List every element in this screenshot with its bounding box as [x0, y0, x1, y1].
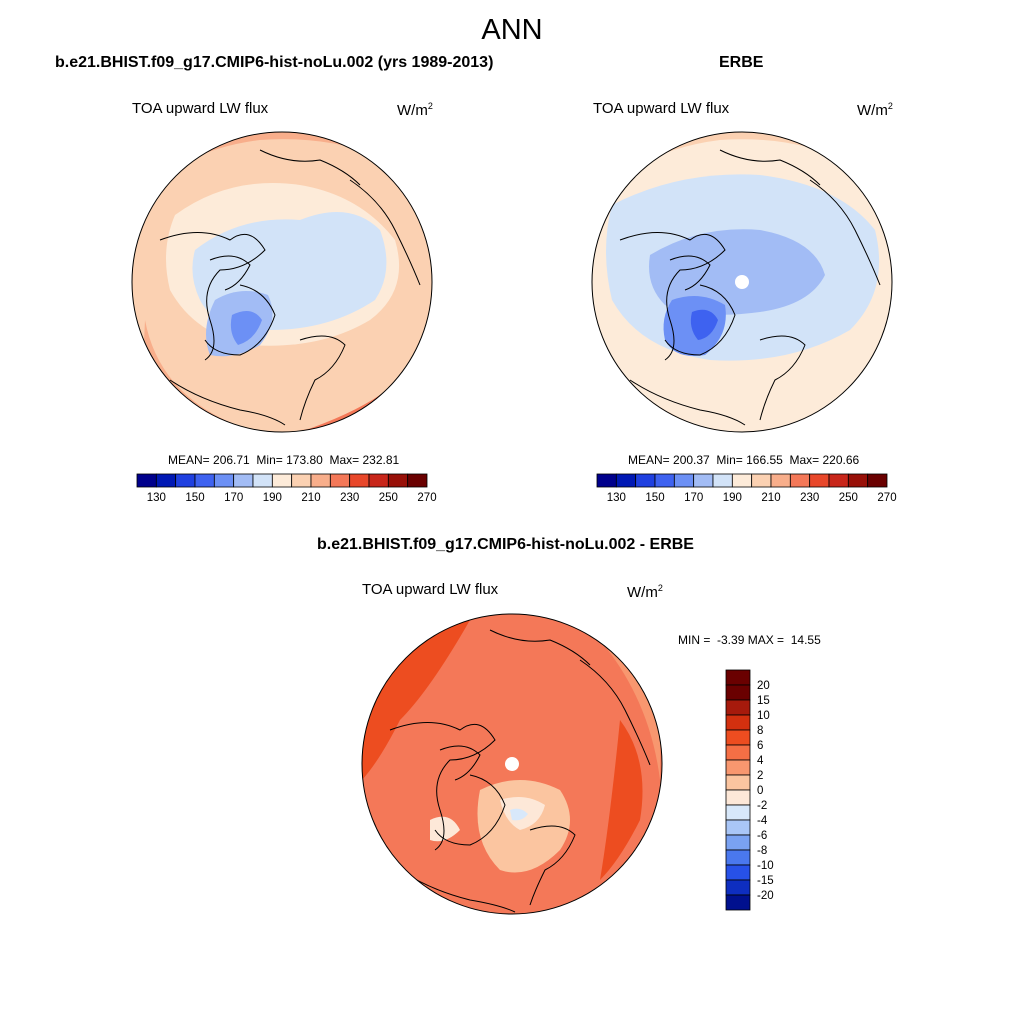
panel-1-case-title: b.e21.BHIST.f09_g17.CMIP6-hist-noLu.002 …	[55, 54, 494, 71]
panel-3-colorbar-box	[725, 879, 751, 896]
panel-3-colorbar-tick-label: 20	[757, 680, 770, 692]
panel-1-colorbar-tick-label: 190	[263, 492, 282, 504]
panel-3-colorbar-tick-label: -2	[757, 800, 767, 812]
panel-1-greenland-core	[230, 311, 262, 345]
panel-1-variable-label: TOA upward LW flux	[132, 100, 269, 117]
panel-3-colorbar-tick-label: -6	[757, 830, 767, 842]
panel-2-colorbar-tick-label: 230	[800, 492, 819, 504]
panel-3-colorbar-box	[725, 744, 751, 761]
panel-3-map-border	[361, 613, 663, 915]
panel-3-pole-hole	[505, 757, 519, 771]
panel-3-colorbar-box	[725, 714, 751, 731]
panel-3-colorbar-box	[725, 849, 751, 866]
panel-2-colorbar-tick-label: 190	[723, 492, 742, 504]
panel-3-colorbar-box	[725, 684, 751, 701]
panel-2-case-title: ERBE	[719, 54, 764, 71]
panel-2-stats: MEAN= 200.37 Min= 166.55 Max= 220.66	[628, 453, 860, 467]
panel-1-colorbar-tick-label: 150	[185, 492, 204, 504]
panel-3-colorbar-tick-label: -4	[757, 815, 768, 827]
panel-3-case-title: b.e21.BHIST.f09_g17.CMIP6-hist-noLu.002 …	[317, 536, 694, 553]
panel-3-east-hot	[600, 720, 643, 880]
panel-2-units: W/m2	[857, 101, 893, 119]
panel-1-colorbar-tick-label: 130	[147, 492, 166, 504]
panel-3-colorbar-box	[725, 774, 751, 791]
panel-3-colorbar-box	[725, 729, 751, 746]
panel-3-colorbar-tick-label: 15	[757, 695, 770, 707]
panel-2-greenland-core	[690, 309, 718, 340]
panel-3-colorbar-box	[725, 834, 751, 851]
panel-2-colorbar-tick-label: 270	[877, 492, 896, 504]
panel-3-colorbar-tick-label: 2	[757, 770, 763, 782]
panel-2-colorbar-tick-label: 130	[607, 492, 626, 504]
panel-3-colorbar-box	[725, 864, 751, 881]
panel-1-colorbar-tick-label: 170	[224, 492, 243, 504]
panel-2-coastlines	[619, 149, 881, 426]
panel-1-colorbar-tick-label: 270	[417, 492, 436, 504]
panel-2-mid-blue	[649, 229, 825, 315]
panel-2-colorbar-tick-label: 150	[645, 492, 664, 504]
panel-2-map-border	[591, 131, 893, 433]
panel-3-colorbar-box	[725, 789, 751, 806]
panel-1-colorbar-box	[407, 473, 428, 488]
panel-1-units: W/m2	[397, 101, 433, 119]
panel-1-map-border	[131, 131, 433, 433]
panel-1-stats: MEAN= 206.71 Min= 173.80 Max= 232.81	[168, 453, 400, 467]
panel-3-colorbar-tick-label: -10	[757, 860, 774, 872]
panel-1-colorbar-tick-label: 250	[379, 492, 398, 504]
panel-2-pole-hole	[735, 275, 749, 289]
panel-1-colorbar-tick-label: 210	[301, 492, 320, 504]
panel-3-stats: MIN = -3.39 MAX = 14.55	[678, 633, 821, 647]
panel-2-colorbar-tick-label: 250	[839, 492, 858, 504]
panel-3-colorbar-tick-label: -15	[757, 875, 774, 887]
panel-3-colorbar-box	[725, 894, 751, 911]
panel-3-variable-label: TOA upward LW flux	[362, 581, 499, 598]
panel-3-west-hot	[362, 620, 470, 780]
panel-2-colorbar-tick-label: 170	[684, 492, 703, 504]
panel-2-colorbar-tick-label: 210	[761, 492, 780, 504]
panel-3-colorbar-tick-label: 10	[757, 710, 770, 722]
panel-3-colorbar-box	[725, 804, 751, 821]
panel-3-colorbar-tick-label: 4	[757, 755, 764, 767]
main-title: ANN	[481, 14, 543, 46]
panel-3-colorbar-tick-label: 0	[757, 785, 763, 797]
panel-2-variable-label: TOA upward LW flux	[593, 100, 730, 117]
panel-3-greenland-pale	[430, 816, 460, 842]
panel-3-colorbar-box	[725, 759, 751, 776]
panel-3-colorbar-tick-label: -8	[757, 845, 767, 857]
panel-3-colorbar-tick-label: 8	[757, 725, 763, 737]
panel-3-colorbar-box	[725, 669, 751, 686]
panel-3-colorbar-tick-label: -20	[757, 890, 774, 902]
panel-1-coastlines	[159, 149, 421, 426]
panel-1-colorbar-tick-label: 230	[340, 492, 359, 504]
panel-2-colorbar-box	[867, 473, 888, 488]
panel-3-negative-patch	[510, 808, 528, 821]
panel-3-colorbar-box	[725, 699, 751, 716]
panel-3-units: W/m2	[627, 583, 663, 601]
panel-3-colorbar-box	[725, 819, 751, 836]
panel-3-colorbar-tick-label: 6	[757, 740, 763, 752]
